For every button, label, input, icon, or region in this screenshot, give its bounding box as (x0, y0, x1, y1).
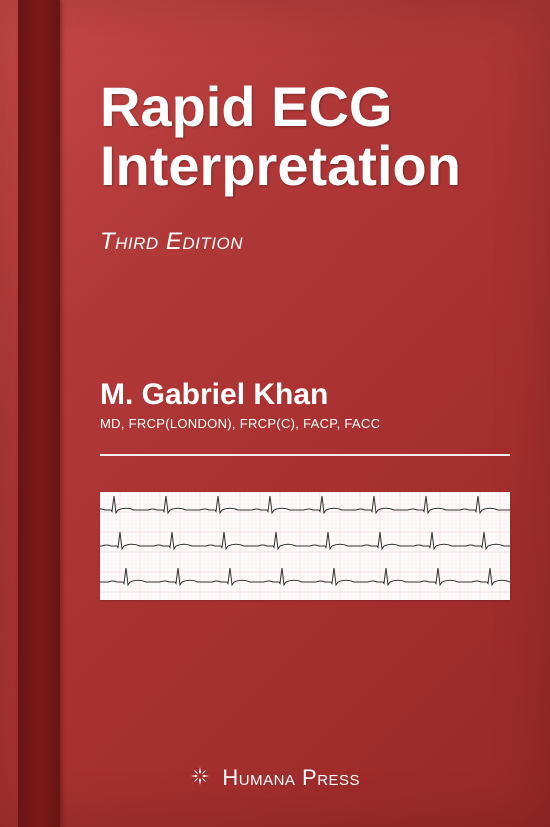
divider-rule (100, 454, 510, 456)
publisher-name: Humana Press (222, 765, 360, 791)
publisher-block: Humana Press (0, 765, 550, 791)
spine-bar (18, 0, 60, 827)
ecg-panel (100, 492, 510, 600)
book-title: Rapid ECG Interpretation (100, 78, 461, 196)
book-cover: Rapid ECG Interpretation Third Edition M… (0, 0, 550, 827)
title-line-1: Rapid ECG (100, 75, 392, 138)
publisher-icon (190, 766, 210, 791)
author-name: M. Gabriel Khan (100, 378, 380, 412)
author-block: M. Gabriel Khan MD, FRCP(LONDON), FRCP(C… (100, 378, 380, 431)
edition-label: Third Edition (100, 228, 243, 256)
title-line-2: Interpretation (100, 134, 461, 197)
author-credentials: MD, FRCP(LONDON), FRCP(C), FACP, FACC (100, 416, 380, 431)
ecg-waveform (100, 492, 510, 600)
